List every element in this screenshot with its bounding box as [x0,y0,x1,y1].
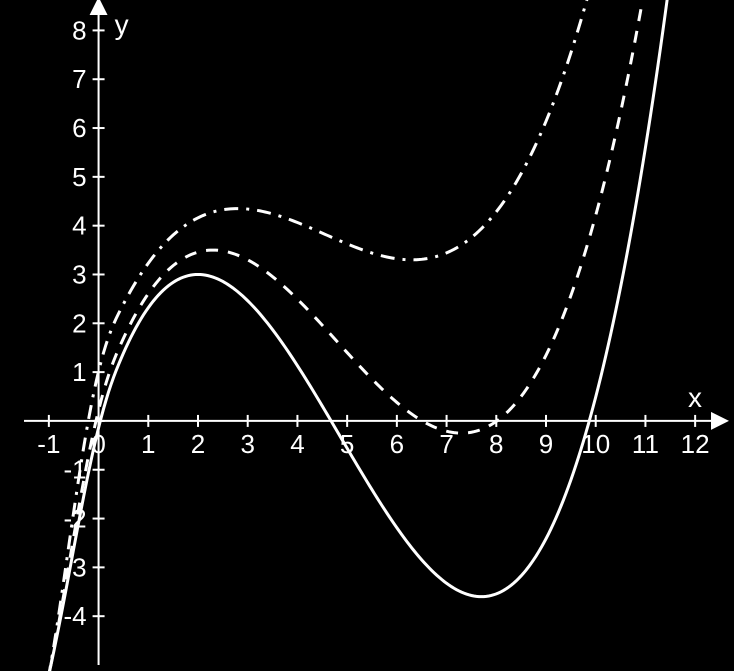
y-tick-label: -4 [63,601,86,631]
ticks [49,30,695,616]
curve-dashed [24,0,720,671]
x-tick-label: 9 [539,429,553,459]
axis-labels: xy [115,9,702,413]
y-tick-label: 1 [72,357,86,387]
y-tick-label: 7 [72,64,86,94]
y-tick-label: 2 [72,308,86,338]
chart-container: -10123456789101112-4-3-2-112345678 xy [0,0,734,671]
y-tick-label: 5 [72,162,86,192]
x-tick-label: 8 [489,429,503,459]
x-tick-label: 4 [290,429,304,459]
y-tick-label: 6 [72,113,86,143]
x-tick-label: 12 [681,429,710,459]
y-axis-label: y [115,9,129,40]
x-axis-label: x [688,382,702,413]
curve-dashdot [24,0,720,671]
curves [24,0,720,671]
y-tick-label: -1 [63,455,86,485]
x-tick-label: 2 [191,429,205,459]
axes [24,6,720,665]
y-tick-label: 8 [72,15,86,45]
chart-svg: -10123456789101112-4-3-2-112345678 xy [0,0,734,671]
x-tick-label: 11 [632,429,659,459]
x-tick-label: -1 [37,429,60,459]
x-tick-label: 3 [240,429,254,459]
y-tick-label: 4 [72,211,86,241]
curve-solid [24,0,720,671]
y-tick-label: 3 [72,259,86,289]
x-tick-label: 1 [141,429,155,459]
x-tick-label: 6 [390,429,404,459]
